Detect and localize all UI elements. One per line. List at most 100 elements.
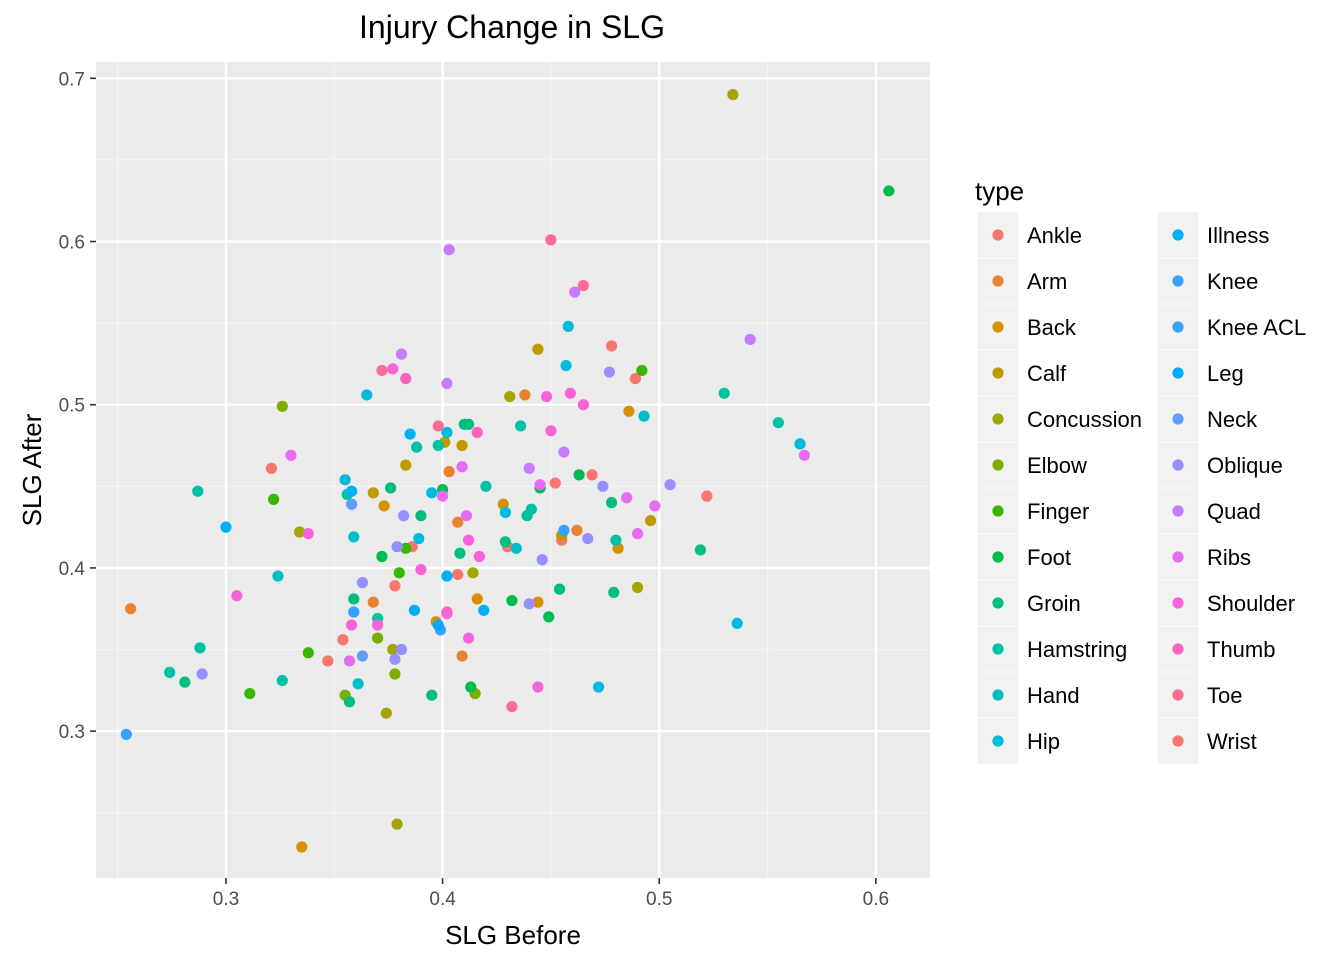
x-tick-label: 0.6: [863, 889, 889, 910]
data-point: [348, 531, 360, 543]
y-axis-ticks: 0.3 0.4 0.5 0.6 0.7: [59, 69, 96, 743]
data-point: [608, 586, 620, 599]
data-point: [523, 462, 535, 474]
data-point: [545, 234, 557, 246]
legend-label: Hip: [1027, 729, 1060, 754]
data-point: [426, 689, 438, 701]
data-point: [473, 550, 486, 563]
data-point: [380, 707, 392, 719]
data-point: [456, 439, 468, 452]
data-point: [629, 373, 641, 385]
data-point: [372, 619, 384, 631]
legend-label: Leg: [1207, 361, 1244, 386]
data-point: [499, 536, 512, 548]
data-point: [621, 492, 633, 504]
data-point: [514, 420, 527, 432]
data-point: [322, 655, 334, 667]
data-point: [597, 480, 609, 492]
plot-panel: [96, 62, 930, 878]
legend-key-point: [1172, 459, 1184, 471]
data-point: [244, 687, 256, 700]
legend-label: Illness: [1207, 223, 1269, 248]
data-point: [352, 678, 364, 690]
legend-key: [1156, 349, 1200, 397]
data-point: [378, 500, 390, 512]
data-point: [558, 524, 570, 536]
data-point: [395, 643, 408, 656]
data-point: [343, 655, 356, 667]
data-point: [432, 439, 444, 452]
data-point: [265, 462, 278, 474]
data-point: [387, 363, 399, 375]
legend-key-point: [1172, 551, 1184, 563]
data-point: [471, 426, 483, 439]
data-point: [276, 400, 288, 412]
data-point: [192, 485, 204, 497]
data-point: [346, 485, 358, 497]
data-point: [452, 568, 464, 581]
data-point: [577, 279, 590, 292]
data-point: [536, 554, 548, 566]
data-point: [558, 446, 570, 458]
data-point: [694, 544, 706, 556]
data-point: [883, 185, 895, 197]
legend-label: Quad: [1207, 499, 1261, 524]
legend-label: Neck: [1207, 407, 1258, 432]
y-axis-title: SLG After: [17, 413, 47, 526]
data-point: [441, 608, 453, 620]
data-point: [564, 387, 577, 399]
legend-label: Foot: [1027, 545, 1071, 570]
legend-label: Calf: [1027, 361, 1067, 386]
legend-label: Finger: [1027, 499, 1089, 524]
legend-key-point: [992, 321, 1004, 333]
chart-title: Injury Change in SLG: [359, 9, 665, 45]
data-point: [415, 563, 427, 576]
data-point: [532, 596, 544, 608]
legend-key-point: [992, 735, 1004, 747]
major-gridlines: [96, 62, 930, 878]
data-point: [701, 490, 713, 502]
data-point: [400, 542, 412, 554]
data-point: [372, 632, 384, 644]
legend-label: Ankle: [1027, 223, 1082, 248]
data-point: [411, 441, 423, 453]
data-point: [553, 583, 566, 595]
data-point: [391, 818, 403, 830]
data-point: [499, 506, 512, 519]
data-point: [577, 399, 590, 411]
legend-label: Thumb: [1207, 637, 1275, 662]
data-point: [649, 500, 661, 512]
data-point: [194, 642, 206, 654]
data-point: [549, 477, 561, 489]
data-point: [196, 668, 208, 680]
data-point: [456, 461, 468, 473]
y-tick-label: 0.3: [59, 722, 85, 743]
data-point: [441, 426, 453, 439]
data-point: [348, 606, 360, 618]
data-point: [731, 617, 743, 630]
legend-key-point: [1172, 275, 1184, 287]
data-point: [268, 493, 280, 505]
data-point: [525, 503, 538, 515]
legend-key: [976, 303, 1020, 351]
data-point: [389, 580, 401, 592]
legend-label: Knee: [1207, 269, 1258, 294]
data-point: [638, 410, 650, 422]
data-point: [532, 343, 544, 355]
legend-key-point: [1172, 597, 1184, 609]
data-point: [605, 340, 618, 352]
data-point: [376, 364, 388, 377]
data-point: [391, 541, 403, 553]
data-point: [560, 359, 572, 372]
data-point: [543, 611, 555, 623]
legend-label: Shoulder: [1207, 591, 1295, 616]
data-point: [408, 604, 421, 616]
data-point: [603, 366, 615, 378]
data-point: [586, 469, 598, 481]
legend-key-point: [1172, 643, 1184, 655]
data-point: [443, 466, 455, 478]
data-point: [467, 567, 479, 579]
data-point: [519, 389, 531, 401]
data-point: [462, 418, 475, 430]
